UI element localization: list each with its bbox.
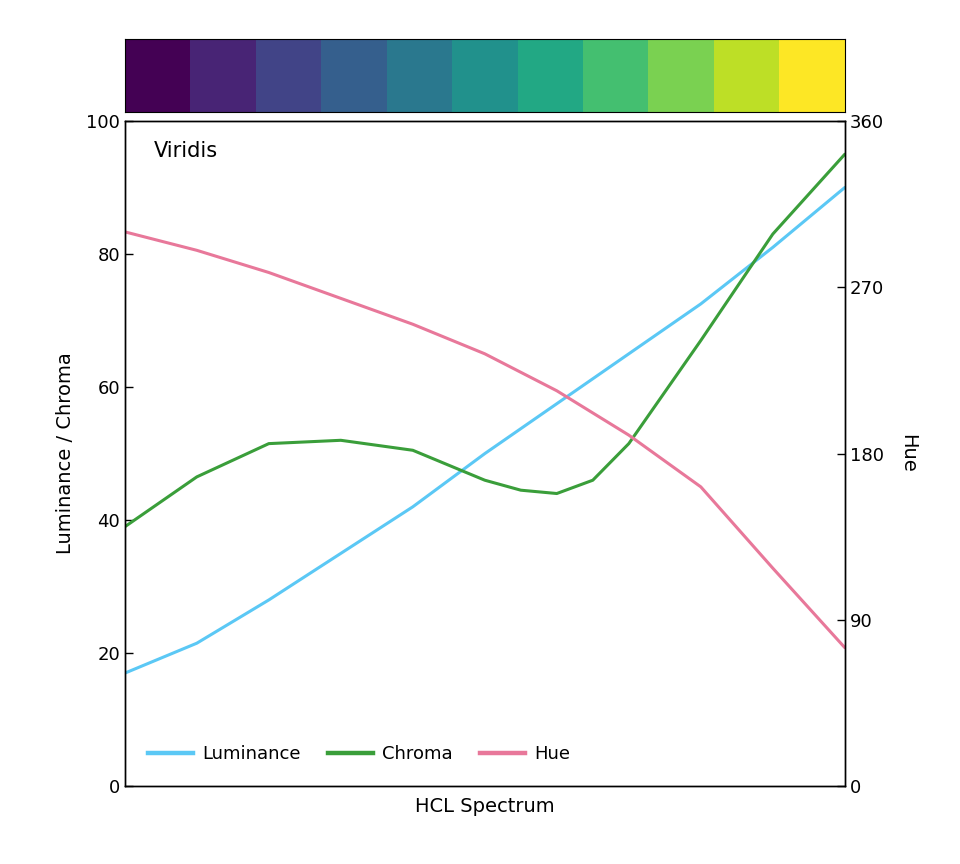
Bar <box>125 39 190 112</box>
Bar <box>648 39 714 112</box>
X-axis label: HCL Spectrum: HCL Spectrum <box>415 797 555 816</box>
Bar <box>583 39 648 112</box>
Bar <box>255 39 322 112</box>
Text: Viridis: Viridis <box>154 141 218 161</box>
Bar <box>714 39 780 112</box>
Bar <box>517 39 583 112</box>
Bar <box>322 39 387 112</box>
Bar <box>190 39 255 112</box>
Bar <box>452 39 517 112</box>
Bar <box>780 39 845 112</box>
Y-axis label: Hue: Hue <box>898 435 917 473</box>
Y-axis label: Luminance / Chroma: Luminance / Chroma <box>56 353 75 555</box>
Legend: Luminance, Chroma, Hue: Luminance, Chroma, Hue <box>141 738 577 771</box>
Bar <box>387 39 452 112</box>
